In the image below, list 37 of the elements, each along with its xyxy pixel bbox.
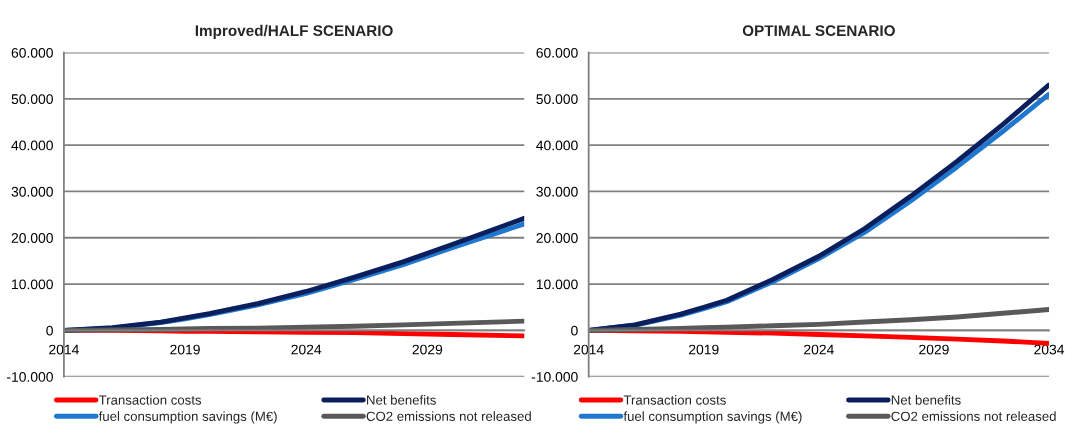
y-tick-label: 40.000 [536, 140, 578, 151]
y-tick-label: 0 [571, 325, 578, 336]
y-tick-label: 40.000 [11, 140, 53, 151]
x-tick-label: 2019 [170, 344, 200, 355]
y-tick-label: 30.000 [11, 186, 53, 197]
x-tick-label: 2024 [291, 344, 322, 355]
x-tick-label: 2024 [804, 344, 834, 355]
legend-label: CO2 emissions not released [366, 411, 531, 421]
line-series [63, 318, 525, 333]
y-tick-label: 0 [46, 325, 53, 336]
chart-title: Improved/HALF SCENARIO [195, 24, 393, 40]
y-tick-label: 60.000 [11, 47, 53, 58]
x-tick-label: 2029 [412, 344, 443, 355]
chart-title: OPTIMAL SCENARIO [742, 25, 895, 37]
y-tick-label: 60.000 [536, 47, 578, 58]
y-tick-label: 50.000 [536, 94, 578, 105]
y-tick-label: -10.000 [531, 372, 578, 382]
y-tick-label: -10.000 [7, 372, 53, 382]
line-series [588, 307, 1050, 333]
legend-label: fuel consumption savings (M€) [98, 411, 277, 424]
x-tick-label: 2019 [689, 344, 719, 355]
y-tick-label: 30.000 [536, 186, 578, 197]
y-tick-label: 20.000 [536, 233, 578, 243]
x-tick-label: 2014 [49, 344, 79, 355]
y-tick-label: 10.000 [12, 279, 53, 290]
y-tick-label: 20.000 [11, 233, 53, 243]
legend-label: Net benefits [891, 395, 961, 405]
legend-label: CO2 emissions not released [891, 411, 1056, 421]
x-tick-label: 2029 [919, 344, 949, 355]
legend-label: fuel consumption savings (M€) [623, 411, 802, 424]
legend-label: Transaction costs [98, 395, 202, 405]
legend-label: Net benefits [367, 395, 436, 405]
y-tick-label: 10.000 [536, 279, 578, 290]
x-tick-label: 2014 [573, 344, 604, 355]
x-tick-label: 2034 [1034, 344, 1065, 355]
y-tick-label: 50.000 [11, 94, 53, 105]
legend-label: Transaction costs [623, 395, 726, 405]
